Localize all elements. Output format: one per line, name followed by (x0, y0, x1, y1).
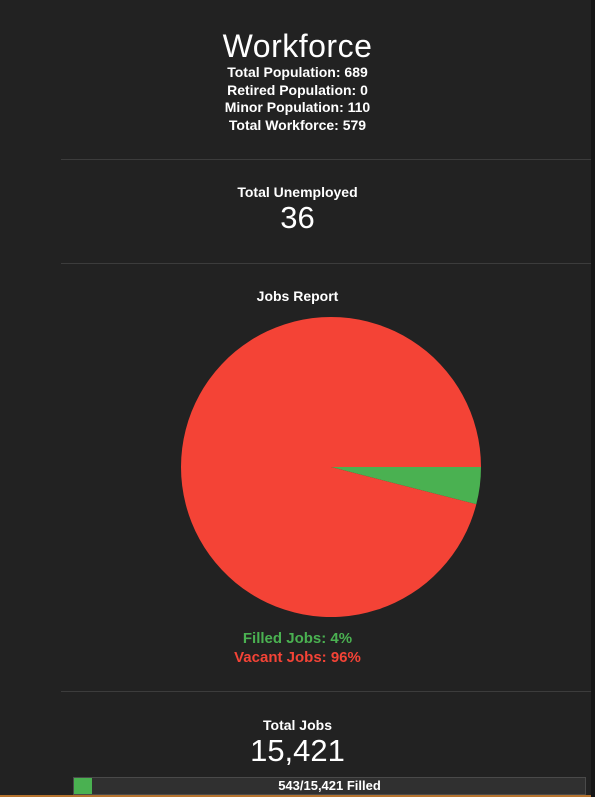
page-title: Workforce (222, 28, 373, 64)
section-divider (61, 691, 594, 692)
unemployed-value: 36 (280, 200, 315, 235)
jobs-filled-progress-bar: 543/15,421 Filled (73, 777, 586, 795)
unemployment-section: Total Unemployed 36 (0, 184, 595, 235)
section-divider (61, 159, 594, 160)
stat-total-population: Total Population: 689 (227, 64, 368, 80)
pie-slice-filled-jobs (331, 467, 481, 505)
progress-fill (74, 778, 92, 794)
bottom-edge (0, 795, 595, 797)
jobs-legend: Filled Jobs: 4% Vacant Jobs: 96% (0, 629, 595, 667)
total-jobs-value: 15,421 (250, 733, 345, 768)
panel-right-border (591, 0, 595, 797)
progress-label: 543/15,421 Filled (278, 778, 381, 793)
stat-total-workforce: Total Workforce: 579 (228, 116, 367, 133)
legend-vacant-jobs: Vacant Jobs: 96% (234, 649, 361, 666)
workforce-header: Workforce Total Population: 689 Retired … (0, 28, 595, 134)
total-jobs-section: Total Jobs 15,421 (0, 717, 595, 768)
jobs-report-section: Jobs Report (0, 288, 595, 305)
total-jobs-label: Total Jobs (263, 717, 332, 733)
section-divider (61, 263, 594, 264)
stat-retired-population: Retired Population: 0 (227, 81, 368, 98)
stat-minor-population: Minor Population: 110 (224, 99, 371, 115)
legend-filled-jobs: Filled Jobs: 4% (242, 630, 353, 647)
pie-slice-vacant-jobs (181, 316, 481, 617)
jobs-report-title: Jobs Report (256, 288, 339, 304)
jobs-pie-chart (181, 316, 481, 617)
unemployed-label: Total Unemployed (237, 184, 358, 200)
